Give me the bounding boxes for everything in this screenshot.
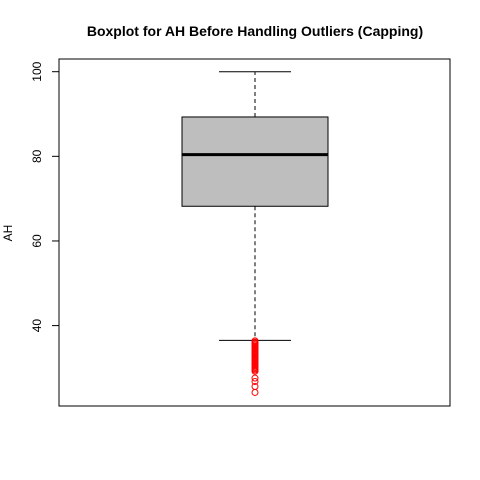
y-axis: 40 60 80 100 xyxy=(30,61,59,332)
y-tick-label: 100 xyxy=(30,61,44,81)
y-tick-label: 40 xyxy=(30,319,44,333)
chart-title: Boxplot for AH Before Handling Outliers … xyxy=(87,23,423,39)
outliers xyxy=(252,338,258,396)
y-axis-label: AH xyxy=(1,225,15,242)
y-tick-label: 60 xyxy=(30,234,44,248)
iqr-box xyxy=(182,117,328,206)
box-plot xyxy=(182,72,328,341)
outlier-point xyxy=(252,389,258,395)
y-tick-label: 80 xyxy=(30,149,44,163)
